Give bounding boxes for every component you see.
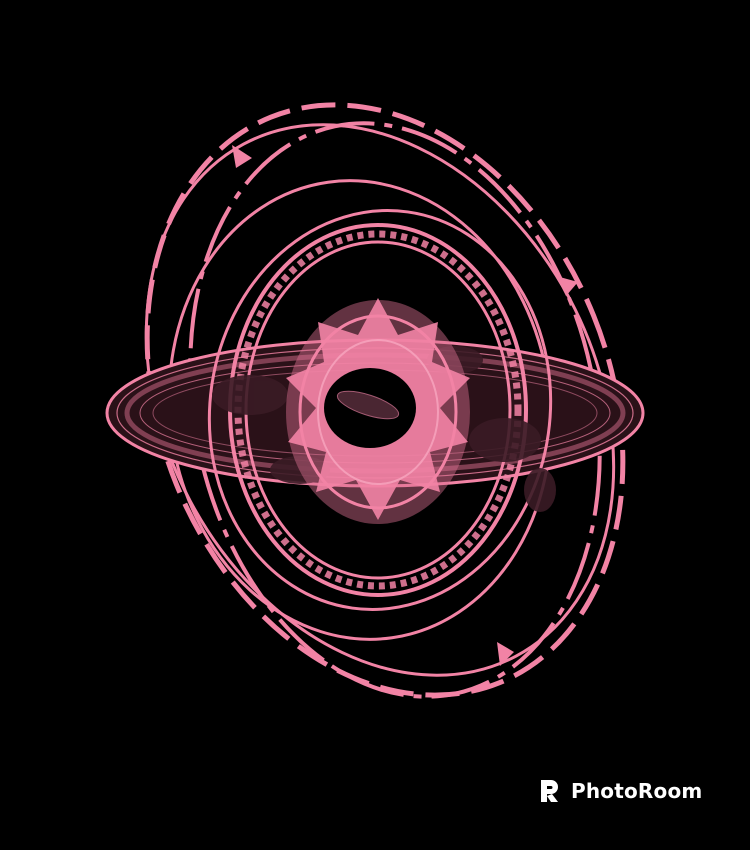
photoroom-logo-icon (541, 780, 558, 802)
orbit-arrow-top-icon (232, 145, 252, 168)
central-star-core (286, 298, 470, 524)
orbit-arrow-right-icon (556, 276, 578, 296)
middle-ring (207, 209, 553, 611)
photoroom-watermark: PhotoRoom (538, 776, 702, 806)
orbit-arrow-bottom-icon (497, 642, 514, 666)
outer-dashed-orbit-left (144, 102, 626, 698)
watermark-text: PhotoRoom (571, 779, 703, 803)
